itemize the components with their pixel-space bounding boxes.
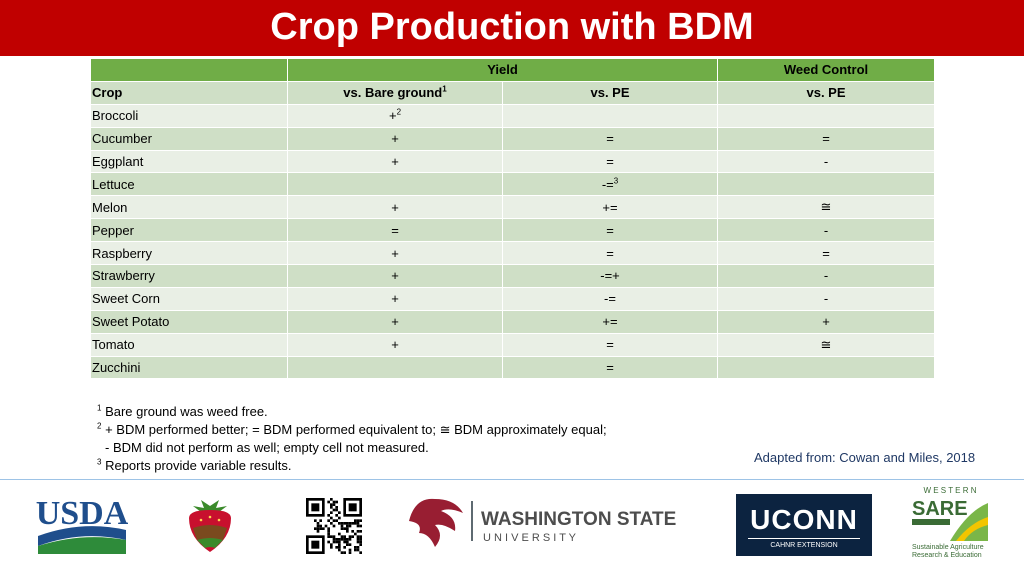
uconn-logo: UCONN CAHNR EXTENSION [736,494,872,556]
weed-control-vs-pe-cell: + [717,309,935,334]
results-table: Yield Weed Control Crop vs. Bare ground1… [90,58,935,380]
table-row: Raspberry + = = [90,241,935,266]
svg-text:W E S T E R N: W E S T E R N [923,486,976,495]
usda-logo: USDA [36,495,128,554]
weed-control-vs-pe-cell: - [717,218,935,243]
table-row: Lettuce -=3 [90,172,935,197]
yield-vs-pe-cell: -= [502,286,718,311]
crop-cell: Eggplant [90,149,288,174]
crop-cell: Melon [90,195,288,220]
table-row: Pepper = = - [90,218,935,243]
sub-header-row: Crop vs. Bare ground1 vs. PE vs. PE [90,80,935,105]
crop-cell: Pepper [90,218,288,243]
yield-vs-bare-ground-cell: + [287,286,503,311]
weed-control-vs-pe-cell: - [717,286,935,311]
yield-vs-bare-ground-cell: + [287,126,503,151]
footnote-2-cont: - BDM did not perform as well; empty cel… [105,440,429,455]
yield-vs-bare-ground-cell [287,172,503,197]
footnote-3: 3 Reports provide variable results. [97,457,292,473]
svg-text:SARE: SARE [912,498,968,520]
page-title: Crop Production with BDM [270,6,754,48]
header-weed-control: Weed Control [717,58,935,82]
western-sare-logo: W E S T E R N SARE Sustainable Agricultu… [912,486,988,559]
yield-vs-bare-ground-cell: + [287,195,503,220]
svg-text:Sustainable Agriculture: Sustainable Agriculture [912,544,984,551]
strawberry-icon [189,500,231,552]
yield-vs-pe-cell: += [502,195,718,220]
yield-vs-pe-cell: = [502,218,718,243]
yield-vs-pe-cell: = [502,126,718,151]
crop-cell: Raspberry [90,241,288,266]
weed-control-vs-pe-cell [717,103,935,128]
crop-cell: Zucchini [90,355,288,380]
header-crop: Crop [90,80,288,105]
yield-vs-pe-cell: = [502,149,718,174]
yield-vs-pe-cell: = [502,241,718,266]
svg-text:USDA: USDA [36,495,128,532]
crop-cell: Cucumber [90,126,288,151]
table-row: Strawberry + -=+ - [90,264,935,288]
crop-cell: Sweet Corn [90,286,288,311]
crop-cell: Strawberry [90,264,288,288]
weed-control-vs-pe-cell: - [717,264,935,288]
table-row: Sweet Potato + += + [90,309,935,334]
yield-vs-pe-cell: = [502,355,718,380]
table-row: Eggplant + = - [90,149,935,174]
yield-vs-pe-cell: -=+ [502,264,718,288]
table-row: Broccoli +2 [90,103,935,128]
yield-vs-bare-ground-cell [287,355,503,380]
yield-vs-pe-cell: -=3 [502,172,718,197]
divider [0,479,1024,480]
table-row: Tomato + = ≅ [90,332,935,357]
source-credit: Adapted from: Cowan and Miles, 2018 [754,450,976,465]
qr-code-icon [306,498,362,554]
yield-vs-bare-ground-cell: +2 [287,103,503,128]
svg-text:WASHINGTON STATE: WASHINGTON STATE [481,509,676,530]
svg-text:Research & Education: Research & Education [912,552,982,559]
weed-control-vs-pe-cell: = [717,241,935,266]
crop-cell: Lettuce [90,172,288,197]
yield-vs-pe-cell: += [502,309,718,334]
crop-cell: Tomato [90,332,288,357]
footnotes: 1 Bare ground was weed free. 2 + BDM per… [97,403,607,475]
header-vs-bare-ground: vs. Bare ground1 [287,80,503,105]
header-weed-vs-pe: vs. PE [717,80,935,105]
weed-control-vs-pe-cell: ≅ [717,332,935,357]
footnote-2: 2 + BDM performed better; = BDM performe… [97,421,607,437]
yield-vs-pe-cell [502,103,718,128]
header-yield-vs-pe: vs. PE [502,80,718,105]
title-bar [0,0,1024,56]
yield-vs-bare-ground-cell: + [287,264,503,288]
wsu-logo: WASHINGTON STATE U N I V E R S I T Y [409,498,676,547]
yield-vs-bare-ground-cell: + [287,241,503,266]
yield-vs-bare-ground-cell: + [287,149,503,174]
yield-vs-pe-cell: = [502,332,718,357]
group-header-row: Yield Weed Control [90,58,935,82]
yield-vs-bare-ground-cell: + [287,332,503,357]
table-row: Zucchini = [90,355,935,380]
yield-vs-bare-ground-cell: = [287,218,503,243]
yield-vs-bare-ground-cell: + [287,309,503,334]
table-row: Cucumber + = = [90,126,935,151]
header-yield: Yield [287,58,718,82]
table-row: Melon + += ≅ [90,195,935,220]
weed-control-vs-pe-cell: = [717,126,935,151]
crop-cell: Sweet Potato [90,309,288,334]
footnote-1: 1 Bare ground was weed free. [97,403,268,419]
crop-cell: Broccoli [90,103,288,128]
weed-control-vs-pe-cell [717,172,935,197]
svg-text:U N I V E R S I T Y: U N I V E R S I T Y [483,532,577,544]
header-blank [90,58,288,82]
weed-control-vs-pe-cell [717,355,935,380]
table-row: Sweet Corn + -= - [90,286,935,311]
weed-control-vs-pe-cell: ≅ [717,195,935,220]
weed-control-vs-pe-cell: - [717,149,935,174]
